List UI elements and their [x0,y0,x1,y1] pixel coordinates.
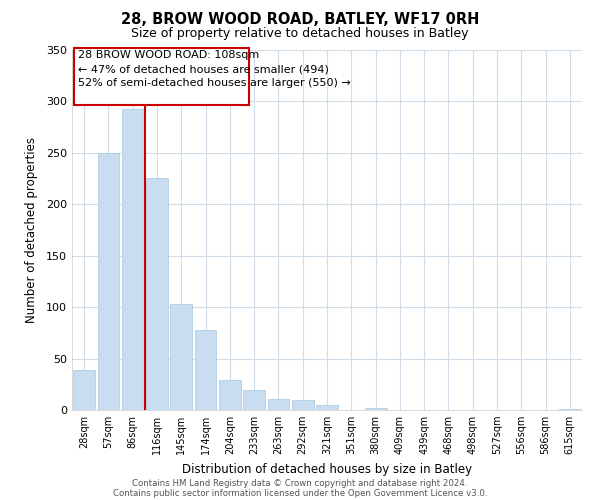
Bar [268,398,289,410]
Text: 28, BROW WOOD ROAD, BATLEY, WF17 0RH: 28, BROW WOOD ROAD, BATLEY, WF17 0RH [121,12,479,28]
Bar [559,409,581,410]
Bar [170,304,192,410]
Text: 28 BROW WOOD ROAD: 108sqm
← 47% of detached houses are smaller (494)
52% of semi: 28 BROW WOOD ROAD: 108sqm ← 47% of detac… [78,50,351,88]
Text: Contains HM Land Registry data © Crown copyright and database right 2024.: Contains HM Land Registry data © Crown c… [132,478,468,488]
Y-axis label: Number of detached properties: Number of detached properties [25,137,38,323]
Bar [243,390,265,410]
Bar [365,408,386,410]
Text: Contains public sector information licensed under the Open Government Licence v3: Contains public sector information licen… [113,488,487,498]
Bar [316,405,338,410]
FancyBboxPatch shape [74,48,249,104]
Bar [97,153,119,410]
Bar [73,370,95,410]
Bar [219,380,241,410]
Text: Size of property relative to detached houses in Batley: Size of property relative to detached ho… [131,28,469,40]
Bar [292,400,314,410]
Bar [122,108,143,410]
Bar [146,178,168,410]
Bar [194,330,217,410]
X-axis label: Distribution of detached houses by size in Batley: Distribution of detached houses by size … [182,462,472,475]
